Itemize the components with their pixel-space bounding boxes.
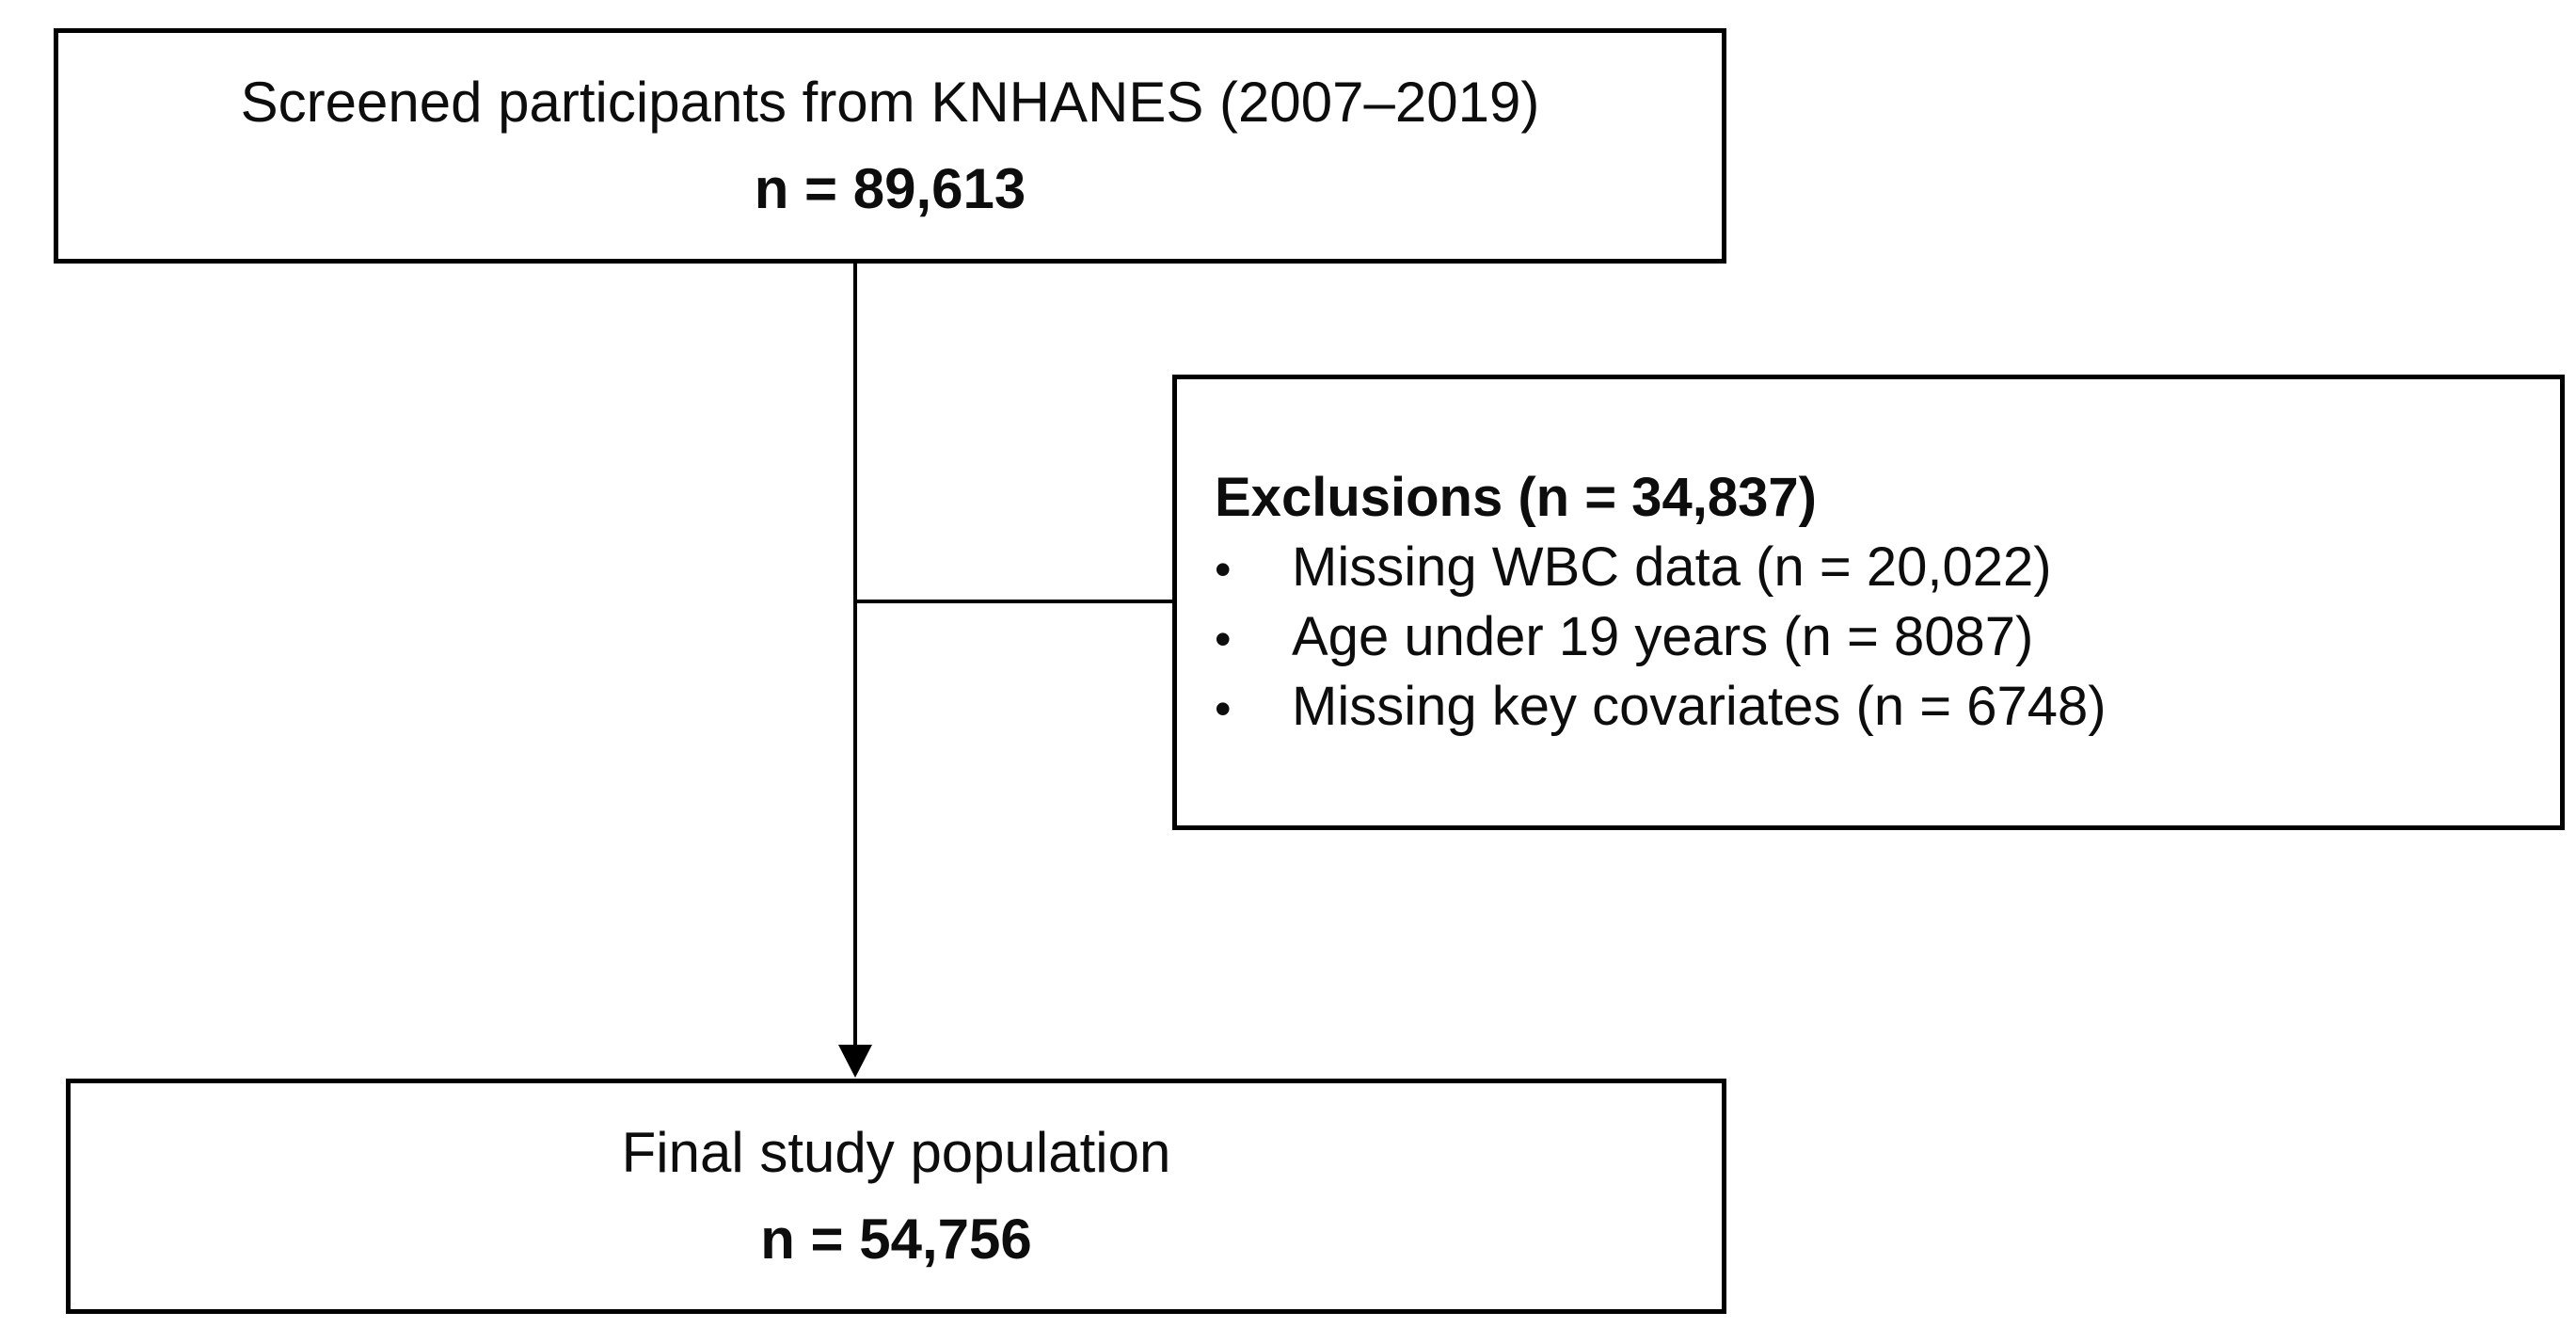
arrow-down-icon [838,1045,872,1078]
connector-branch-line [855,600,1172,603]
node-exclusions: Exclusions (n = 34,837) • Missing WBC da… [1172,375,2565,830]
node-final-population: Final study population n = 54,756 [66,1079,1726,1314]
list-item: • Missing WBC data (n = 20,022) [1215,533,2541,602]
final-count: n = 54,756 [760,1208,1032,1271]
exclusions-title: Exclusions (n = 34,837) [1215,466,1817,528]
exclusion-item-text: Age under 19 years (n = 8087) [1292,606,2034,667]
node-screened-participants: Screened participants from KNHANES (2007… [54,28,1726,264]
exclusions-list: • Missing WBC data (n = 20,022) • Age un… [1215,533,2541,743]
screened-count: n = 89,613 [754,157,1026,220]
bullet-icon: • [1215,542,1232,596]
connector-vertical-line [853,264,857,1050]
bullet-icon: • [1215,682,1232,736]
exclusion-item-text: Missing key covariates (n = 6748) [1292,676,2107,738]
list-item: • Age under 19 years (n = 8087) [1215,602,2541,672]
list-item: • Missing key covariates (n = 6748) [1215,672,2541,742]
exclusion-item-text: Missing WBC data (n = 20,022) [1292,536,2052,598]
screened-label: Screened participants from KNHANES (2007… [240,71,1540,134]
bullet-icon: • [1215,613,1232,665]
final-label: Final study population [621,1121,1171,1184]
